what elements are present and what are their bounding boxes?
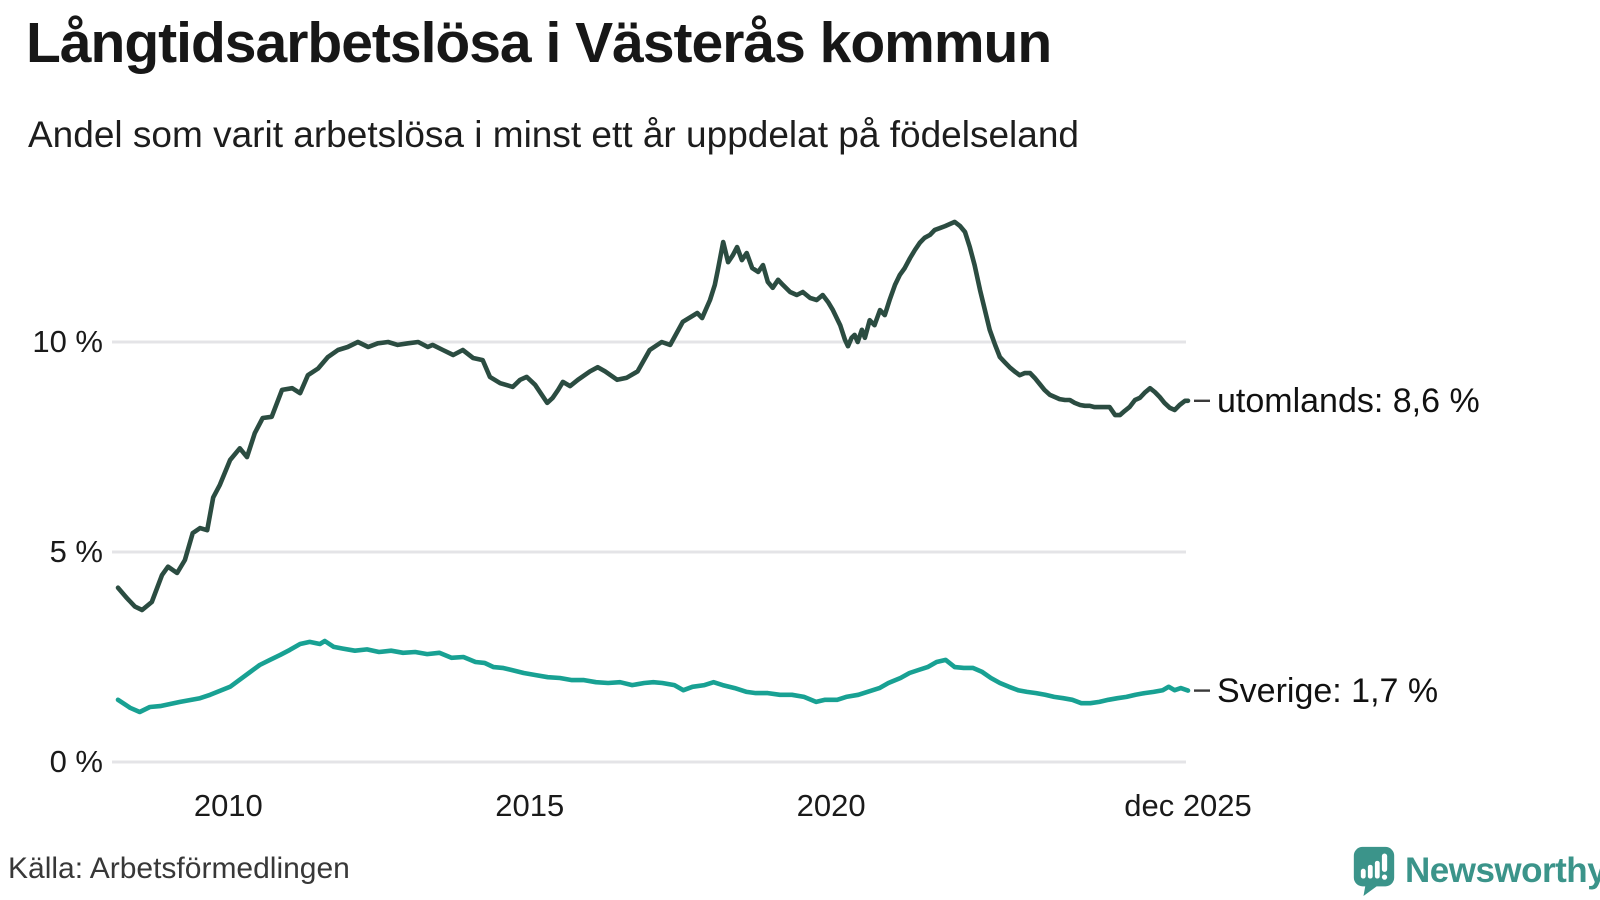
x-axis-tick-label: 2020 [796, 788, 866, 823]
brand-logo: Newsworthy [1352, 846, 1600, 896]
logo-bar-1 [1360, 868, 1366, 879]
logo-bar-3 [1374, 860, 1380, 879]
logo-bar-2 [1367, 864, 1373, 879]
y-axis-tick-label: 10 % [32, 324, 103, 359]
x-axis-tick-label: dec 2025 [1124, 788, 1252, 823]
chart-subtitle: Andel som varit arbetslösa i minst ett å… [28, 114, 1079, 155]
series-end-label-utomlands: utomlands: 8,6 % [1217, 381, 1480, 420]
source-note: Källa: Arbetsförmedlingen [8, 852, 350, 885]
x-axis-tick-label: 2010 [193, 788, 263, 823]
newsworthy-logo-icon [1353, 846, 1395, 896]
series-line-sverige [115, 638, 1191, 715]
y-axis-tick-label: 5 % [49, 534, 103, 569]
series-end-label-sverige: Sverige: 1,7 % [1217, 671, 1439, 710]
chart-title: Långtidsarbetslösa i Västerås kommun [26, 11, 1052, 75]
brand-name: Newsworthy [1405, 851, 1600, 890]
logo-exclamation-dot [1381, 874, 1388, 880]
x-axis-tick-label: 2015 [495, 788, 565, 823]
y-axis-tick-label: 0 % [49, 744, 103, 779]
series-line-utomlands [115, 219, 1191, 613]
logo-exclamation-stem [1381, 853, 1388, 872]
